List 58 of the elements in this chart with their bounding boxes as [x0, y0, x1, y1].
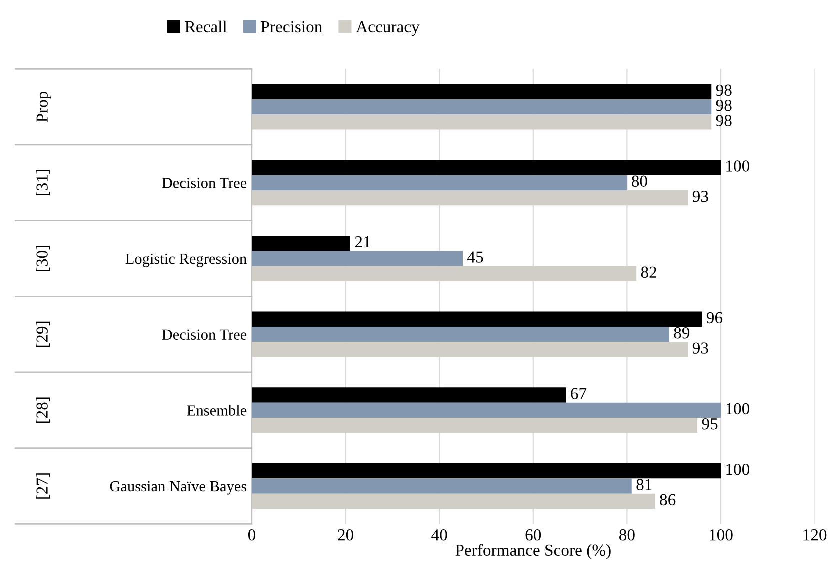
text: [27]: [36, 474, 50, 499]
x-tick-label: 60: [526, 530, 542, 541]
bar: [252, 175, 628, 190]
x-tick-label: 100: [710, 530, 733, 541]
data-label: 82: [641, 266, 656, 278]
data-label: 100: [726, 464, 750, 476]
x-axis-title: Performance Score (%): [456, 544, 611, 560]
data-label: 93: [692, 342, 708, 354]
text: [30]: [36, 246, 50, 272]
text: Prop: [36, 92, 52, 122]
bar: [252, 160, 721, 176]
text: [28]: [36, 398, 50, 424]
data-label: 89: [674, 327, 690, 339]
data-label: 86: [660, 494, 676, 506]
text: [31]: [36, 170, 50, 196]
legend-label: Recall: [185, 20, 228, 33]
x-tick-label: 0: [248, 530, 256, 541]
x-tick-label: 120: [804, 530, 827, 541]
text: [29]: [36, 322, 50, 348]
bar: [252, 463, 721, 479]
y-tick-label: Ensemble: [187, 405, 247, 416]
bar: [252, 84, 712, 100]
bar: [252, 418, 698, 434]
y-tick-label: Gaussian Naïve Bayes: [110, 481, 247, 495]
bar: [252, 251, 464, 266]
data-label: 98: [716, 115, 732, 126]
y-tick-label: Decision Tree: [162, 178, 247, 188]
data-label: 93: [692, 191, 708, 202]
x-tick-label: 80: [620, 530, 635, 541]
bar: [252, 478, 632, 494]
bar: [252, 402, 721, 418]
data-label: 98: [716, 84, 732, 96]
bar: [252, 494, 656, 509]
x-tick-label: 20: [338, 530, 354, 541]
bar: [252, 99, 712, 115]
bar: [252, 266, 637, 282]
bar: [252, 236, 350, 252]
x-tick-label: 40: [432, 530, 448, 541]
y-tick-label: Decision Tree: [162, 330, 247, 340]
data-label: 95: [702, 418, 718, 430]
data-label: 96: [706, 312, 723, 324]
bar: [252, 114, 712, 130]
data-label: 98: [716, 100, 732, 112]
bar: [252, 312, 702, 327]
bar: [252, 326, 670, 342]
legend-label: Accuracy: [356, 21, 420, 36]
data-label: 21: [355, 236, 370, 248]
data-label: 100: [726, 403, 750, 415]
y-tick-label: Logistic Regression: [126, 254, 247, 268]
bar: [252, 388, 566, 403]
bar: [252, 190, 688, 206]
bar: [252, 342, 688, 358]
data-label: 45: [468, 252, 484, 263]
data-label: 67: [571, 388, 587, 400]
legend-label: Precision: [261, 21, 322, 33]
data-label: 80: [632, 176, 648, 188]
data-label: 100: [726, 160, 750, 172]
data-label: 81: [636, 479, 652, 490]
